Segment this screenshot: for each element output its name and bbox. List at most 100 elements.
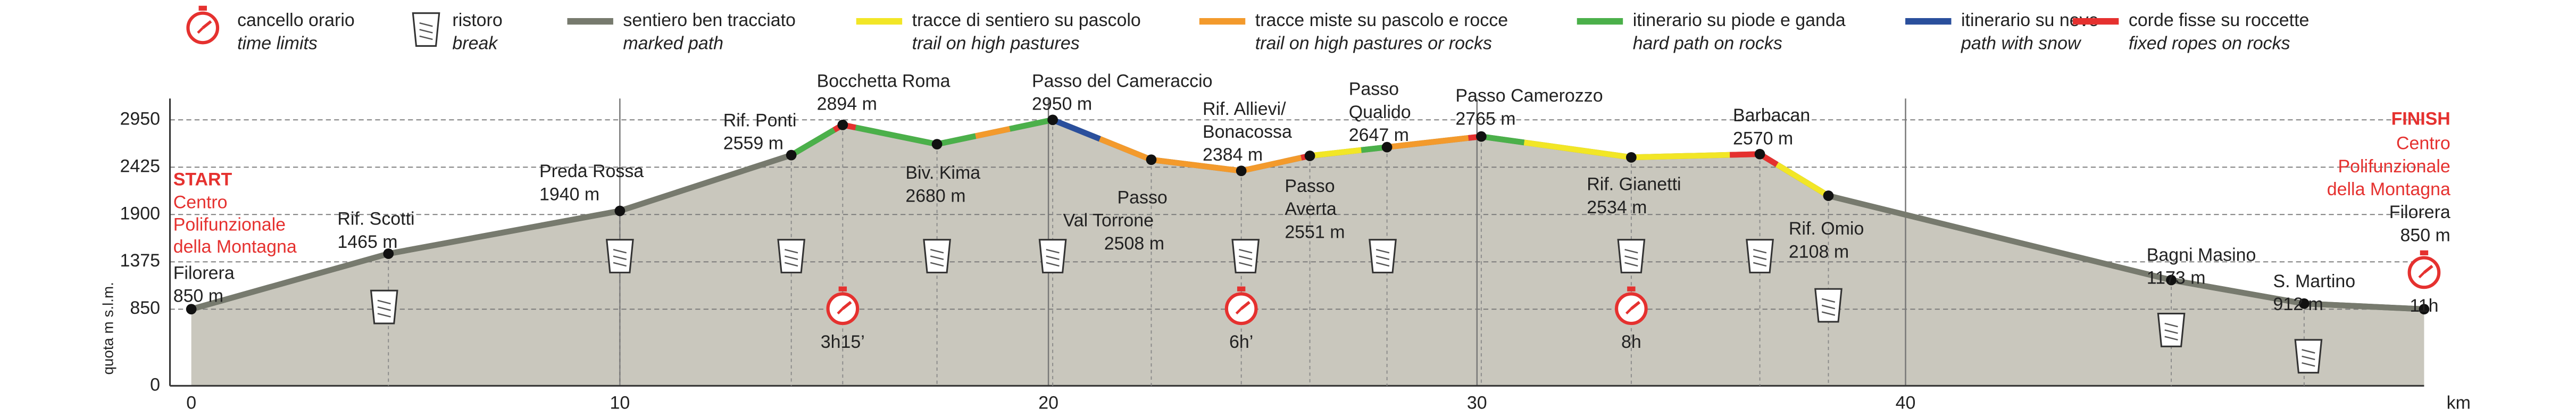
waypoint-elevation: 2647 m — [1349, 125, 1409, 145]
waypoint-name: Filorera — [2389, 202, 2450, 222]
cup-stripe — [1624, 248, 1638, 254]
waypoint-name: Rif. Allievi/ — [1203, 99, 1286, 119]
waypoint-name: S. Martino — [2273, 271, 2355, 291]
cup-stripe — [930, 255, 944, 260]
waypoint — [614, 205, 626, 216]
cup-stripe — [785, 262, 798, 267]
cup-stripe — [2164, 336, 2178, 341]
waypoint-elevation: 2894 m — [817, 94, 877, 114]
x-tick-label: 0 — [186, 393, 196, 413]
legend-label: tracce di sentiero su pascolo — [912, 10, 1141, 30]
waypoint-name: Bonacossa — [1203, 122, 1292, 142]
waypoint-name: Preda Rossa — [539, 161, 644, 181]
stopwatch-hand — [1630, 301, 1641, 310]
rest-point — [2294, 339, 2323, 374]
waypoint-name: Bagni Masino — [2147, 245, 2256, 265]
trail-segment — [1391, 135, 1469, 150]
waypoint — [786, 149, 797, 161]
finish-text: della Montagna — [2327, 179, 2450, 199]
cup-body — [923, 239, 951, 273]
trail-segment — [974, 126, 1011, 139]
cup-body — [777, 239, 806, 273]
start-text: della Montagna — [173, 237, 297, 257]
y-tick-label: 850 — [130, 298, 160, 318]
stopwatch-crown — [838, 286, 847, 291]
trail-segment — [190, 152, 793, 312]
cup-stripe — [2302, 362, 2315, 367]
waypoint — [383, 248, 394, 259]
cup-stripe — [2302, 355, 2315, 361]
waypoint-name: Val Torrone — [1063, 211, 1154, 231]
rest-point — [1617, 239, 1646, 273]
cup-stripe — [1375, 248, 1390, 254]
cup-stripe — [1375, 255, 1390, 260]
profile-area — [191, 120, 2424, 386]
cup-stripe — [419, 35, 433, 40]
legend-label: itinerario su piode e ganda — [1633, 10, 1846, 30]
cup-stripe — [930, 248, 944, 254]
waypoint-name: Passo — [1349, 79, 1399, 99]
waypoint-name: Rif. Gianetti — [1587, 174, 1681, 195]
legend-note: marked path — [623, 33, 723, 53]
cup-body — [1231, 239, 1260, 273]
x-axis-label: km — [2447, 393, 2471, 413]
legend-note: break — [452, 33, 498, 53]
waypoint-elevation: 2551 m — [1285, 222, 1345, 242]
trail-segment — [1485, 134, 1525, 146]
waypoint-name: Biv. Kima — [905, 163, 980, 183]
cup-body — [370, 289, 398, 324]
waypoint-name: Passo del Cameraccio — [1032, 71, 1213, 91]
legend-icon — [412, 12, 440, 47]
waypoint-name: Passo — [1117, 187, 1167, 207]
legend-label: sentiero ben tracciato — [623, 10, 795, 30]
stopwatch-hand — [197, 27, 204, 34]
y-tick-label: 2425 — [120, 156, 160, 176]
start-text: Centro — [173, 193, 228, 213]
waypoint — [1823, 190, 1834, 201]
cup-body — [1038, 239, 1067, 273]
waypoint-name: Averta — [1285, 199, 1337, 219]
waypoint-elevation: 2950 m — [1032, 94, 1092, 114]
cup-stripe — [1046, 248, 1060, 254]
waypoint-elevation: 912 m — [2273, 294, 2323, 314]
cup-body — [1617, 239, 1646, 273]
cup-stripe — [613, 248, 627, 254]
time-checkpoint — [2407, 250, 2441, 289]
legend-note: path with snow — [1961, 33, 2082, 53]
waypoint — [2166, 274, 2177, 286]
cup-stripe — [1753, 248, 1767, 254]
x-tick-label: 30 — [1467, 393, 1487, 413]
waypoint — [2298, 298, 2310, 309]
rest-point — [370, 289, 398, 324]
rest-point — [2157, 313, 2186, 347]
cup-body — [1746, 239, 1774, 273]
stopwatch-hand — [1235, 307, 1243, 315]
stopwatch-hand — [2423, 264, 2433, 274]
cup-stripe — [2302, 349, 2315, 354]
cup-stripe — [377, 306, 391, 311]
cup-stripe — [1239, 262, 1253, 267]
waypoint-elevation: 2765 m — [1455, 109, 1515, 129]
time-checkpoint — [1224, 286, 1258, 326]
waypoint — [1625, 152, 1637, 163]
waypoint-name: Rif. Omio — [1789, 219, 1864, 239]
y-axis-label: quota m s.l.m. — [100, 282, 116, 374]
cup-stripe — [419, 29, 433, 34]
cup-stripe — [785, 255, 798, 260]
waypoint — [837, 119, 848, 130]
waypoint-name: Qualido — [1349, 102, 1411, 122]
trail-segment — [1052, 117, 1101, 142]
time-label: 3h15’ — [821, 332, 865, 352]
cup-stripe — [1753, 262, 1767, 267]
trail-segment — [1775, 162, 1830, 198]
legend-note: trail on high pastures or rocks — [1255, 33, 1492, 53]
stopwatch-crown — [1237, 286, 1246, 291]
cup-stripe — [1821, 304, 1836, 310]
cup-body — [1814, 288, 1843, 323]
rest-point — [605, 239, 634, 273]
finish-text: Polifunzionale — [2338, 156, 2450, 177]
waypoint — [1754, 148, 1765, 160]
waypoint — [1381, 141, 1393, 153]
legend-note: fixed ropes on rocks — [2129, 33, 2290, 53]
